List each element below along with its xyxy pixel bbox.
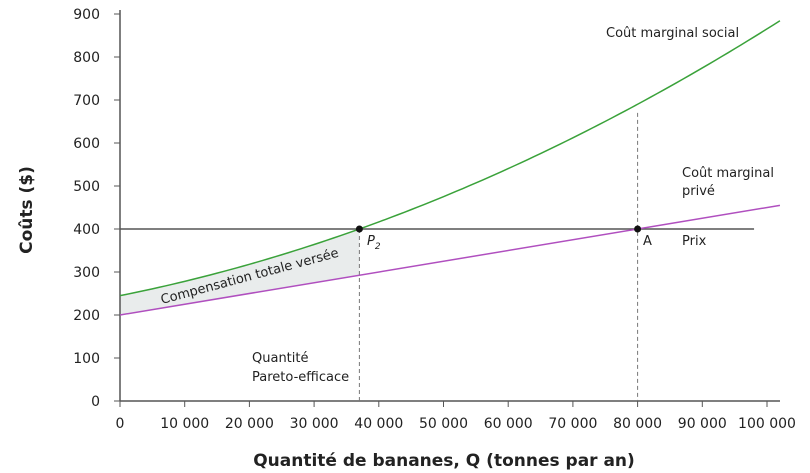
x-axis-label: Quantité de bananes, Q (tonnes par an) [253, 451, 635, 471]
pareto-label-2: Pareto-efficace [252, 370, 349, 385]
y-tick-label: 500 [73, 179, 100, 195]
x-tick-label: 90 000 [678, 416, 727, 432]
x-tick-label: 40 000 [354, 416, 403, 432]
x-tick-label: 0 [116, 416, 125, 432]
y-axis-label: Coûts ($) [17, 166, 37, 254]
point-p2-letter: P [367, 234, 375, 249]
y-tick-label: 900 [73, 7, 100, 23]
y-tick-label: 0 [91, 394, 100, 410]
y-tick-label: 300 [73, 265, 100, 281]
price-label: Prix [682, 234, 707, 249]
y-tick-label: 400 [73, 222, 100, 238]
private-mc-label-1: Coût marginal [682, 166, 774, 181]
x-tick-label: 30 000 [290, 416, 339, 432]
x-tick-label: 60 000 [484, 416, 533, 432]
x-tick-label: 80 000 [613, 416, 662, 432]
pareto-label-1: Quantité [252, 351, 308, 366]
social-mc-label: Coût marginal social [606, 26, 739, 41]
private-mc-line [119, 204, 781, 316]
point-p2-subscript: 2 [375, 242, 381, 252]
x-tick-label: 10 000 [160, 416, 209, 432]
y-tick-label: 200 [73, 308, 100, 324]
private-mc-label-2: privé [682, 184, 715, 199]
x-tick-label: 70 000 [548, 416, 597, 432]
y-tick-label: 700 [73, 93, 100, 109]
y-tick-label: 100 [73, 351, 100, 367]
point-p2-label: P2 [367, 234, 381, 252]
social-mc-curve [119, 20, 781, 297]
x-tick-label: 100 000 [738, 416, 796, 432]
y-tick-label: 600 [73, 136, 100, 152]
x-tick-label: 50 000 [419, 416, 468, 432]
point-a-label: A [643, 234, 652, 249]
y-tick-label: 800 [73, 50, 100, 66]
x-tick-label: 20 000 [225, 416, 274, 432]
point-a [634, 225, 642, 233]
point-p2 [355, 225, 363, 233]
compensation-area [120, 228, 360, 315]
